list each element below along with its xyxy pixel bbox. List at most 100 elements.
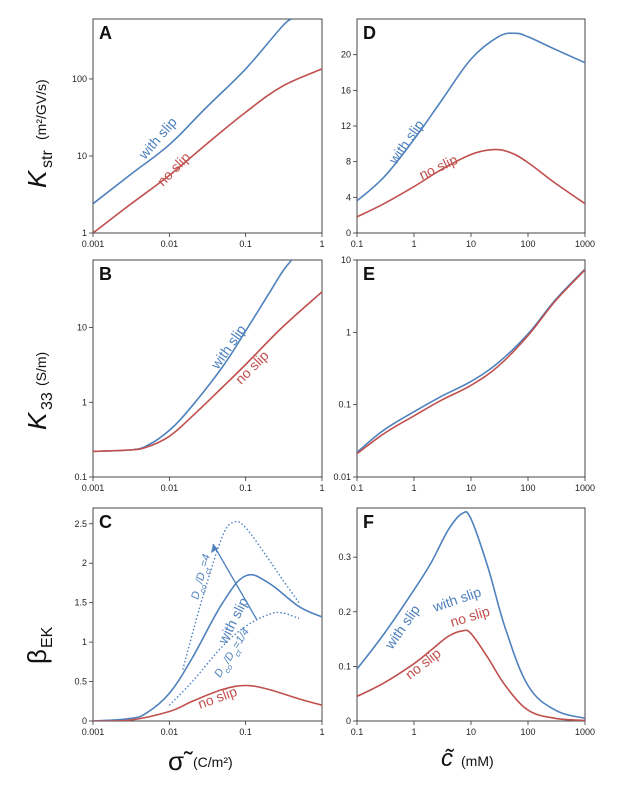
ylabel-k33-sub: 33 — [39, 392, 56, 410]
y-tick-label: 0 — [346, 228, 351, 238]
y-tick-label: 20 — [341, 50, 351, 60]
series-group — [357, 268, 585, 455]
y-tick-label: 0 — [346, 716, 351, 726]
y-tick-label: 0.1 — [74, 472, 87, 482]
ylabel-k-str-unit: (m²/GV/s) — [33, 79, 49, 140]
y-tick-label: 0.2 — [338, 607, 351, 617]
xlabel-sigma-symbol: σ̃ — [168, 746, 193, 776]
y-tick-label: 12 — [341, 121, 351, 131]
ylabel-k33-main: K — [22, 411, 52, 430]
series-line-no-slip — [93, 291, 322, 453]
series-line-with-slip — [357, 510, 585, 720]
plot-frame — [356, 259, 586, 478]
ylabel-k33: K 33 (S/m) — [22, 352, 56, 430]
y-tick-label: 8 — [346, 157, 351, 167]
series-group — [93, 520, 322, 721]
ylabel-k33-unit: (S/m) — [33, 352, 49, 386]
x-tick-label: 10 — [466, 239, 476, 249]
series-group — [357, 32, 585, 218]
series-line-no-slip — [93, 68, 322, 233]
x-tick-label: 100 — [520, 483, 535, 493]
y-tick-label: 1 — [346, 327, 351, 337]
xlabel-c: c̃ (mM) — [441, 745, 494, 772]
y-tick-label: 2.5 — [74, 519, 87, 529]
series-line-no-slip — [357, 629, 585, 721]
series-line-with-slip — [357, 268, 585, 453]
y-tick-label: 1 — [82, 397, 87, 407]
x-tick-label: 1000 — [575, 239, 595, 249]
panel-letter: C — [99, 512, 112, 532]
xlabel-sigma-unit: (C/m²) — [193, 754, 233, 770]
y-tick-label: 0.1 — [338, 661, 351, 671]
annotation-arrow-line — [212, 543, 258, 621]
x-tick-label: 0.001 — [82, 483, 105, 493]
ylabel-k-str-main: K — [22, 169, 52, 188]
x-tick-label: 1 — [411, 483, 416, 493]
y-tick-label: 1.5 — [74, 598, 87, 608]
y-tick-label: 2 — [82, 558, 87, 568]
series-line-no-slip — [357, 148, 585, 218]
xlabel-c-symbol: c̃ — [441, 745, 455, 772]
panel-d: 0.1 1 10 100 1000 0 4 8 12 16 20 D — [341, 18, 595, 249]
x-tick-label: 0.01 — [161, 239, 179, 249]
x-tick-label: 0.001 — [82, 239, 105, 249]
x-tick-label: 1000 — [575, 727, 595, 737]
y-tick-label: 10 — [341, 255, 351, 265]
y-tick-label: 0.01 — [333, 472, 351, 482]
curve-label-no-slip: no slip — [154, 149, 194, 189]
ylabel-beta-main: β — [22, 649, 52, 664]
annotation-dco-dct-4: Dco/Dct=4 — [189, 553, 216, 602]
curve-label-with-slip: with slip — [385, 117, 427, 168]
panel-a: 0.001 0.01 0.1 1 1 10 100 A — [72, 18, 325, 249]
panel-letter: D — [363, 23, 376, 43]
y-tick-label: 16 — [341, 85, 351, 95]
x-tick-label: 1 — [411, 727, 416, 737]
x-tick-label: 1 — [319, 239, 324, 249]
x-tick-label: 10 — [466, 727, 476, 737]
y-tick-label: 4 — [346, 192, 351, 202]
x-tick-label: 0.1 — [239, 727, 252, 737]
series-group — [357, 510, 585, 721]
xlabel-sigma: σ̃ (C/m²) — [168, 746, 233, 776]
ylabel-k-str-sub: str — [39, 150, 56, 168]
series-line-no-slip — [357, 269, 585, 455]
plot-frame — [356, 18, 586, 234]
y-tick-label: 100 — [72, 74, 87, 84]
x-tick-label: 0.01 — [161, 727, 179, 737]
panel-c: 0.001 0.01 0.1 1 0 0.5 1 1.5 2 2.5 C — [74, 507, 325, 737]
x-tick-label: 100 — [520, 239, 535, 249]
x-tick-label: 0.1 — [351, 483, 364, 493]
plot-frame — [92, 18, 323, 234]
series-group — [93, 19, 322, 233]
ylabel-k-str: K str (m²/GV/s) — [22, 79, 56, 188]
series-line-with-slip — [93, 19, 293, 205]
panel-letter: F — [363, 512, 374, 532]
plot-frame — [92, 259, 323, 478]
series-line-with-slip — [93, 573, 322, 721]
x-tick-label: 0.001 — [82, 727, 105, 737]
x-tick-label: 0.1 — [351, 239, 364, 249]
panel-letter: E — [363, 264, 375, 284]
x-tick-label: 0.1 — [239, 483, 252, 493]
panel-letter: A — [99, 23, 112, 43]
x-tick-label: 0.1 — [351, 727, 364, 737]
series-group — [93, 260, 322, 453]
annotation-arrow-head — [211, 544, 218, 553]
x-tick-label: 1000 — [575, 483, 595, 493]
y-tick-label: 10 — [77, 323, 87, 333]
curve-label-no-slip: no slip — [232, 347, 272, 387]
panel-b: 0.001 0.01 0.1 1 0.1 1 10 B — [74, 259, 325, 493]
y-tick-label: 0.3 — [338, 552, 351, 562]
x-tick-label: 0.01 — [161, 483, 179, 493]
panel-letter: B — [99, 264, 112, 284]
y-tick-label: 1 — [82, 228, 87, 238]
series-line-no-slip — [93, 684, 322, 721]
x-tick-label: 1 — [411, 239, 416, 249]
x-tick-label: 0.1 — [239, 239, 252, 249]
y-tick-label: 1 — [82, 637, 87, 647]
curve-label-no-slip: no slip — [417, 151, 461, 183]
